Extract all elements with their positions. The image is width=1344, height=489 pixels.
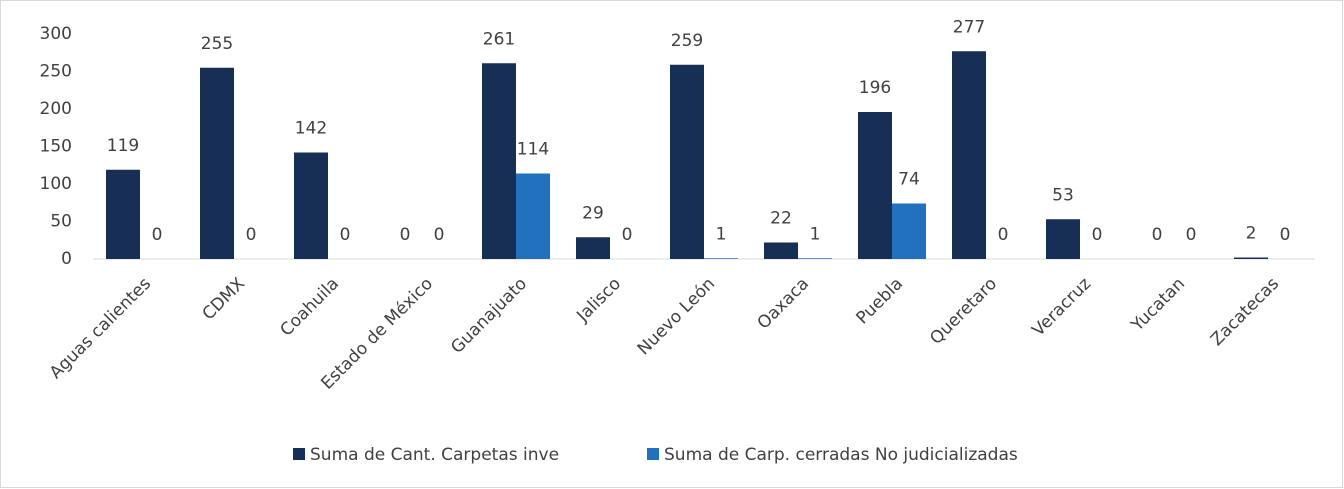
data-label: 0 — [152, 225, 163, 245]
bar — [858, 112, 892, 259]
bar — [952, 51, 986, 259]
data-label: 0 — [434, 225, 445, 245]
y-tick-label: 100 — [40, 174, 72, 194]
y-tick-label: 0 — [61, 249, 72, 269]
data-label: 261 — [483, 29, 515, 49]
y-tick-label: 250 — [40, 62, 72, 82]
bar — [892, 203, 926, 259]
data-label: 74 — [898, 170, 920, 190]
bar — [482, 63, 516, 259]
bar — [670, 64, 704, 259]
data-label: 0 — [400, 225, 411, 245]
data-label: 1 — [810, 224, 821, 244]
data-label: 2 — [1246, 224, 1257, 244]
bar — [764, 242, 798, 259]
data-label: 0 — [1280, 225, 1291, 245]
data-label: 0 — [622, 225, 633, 245]
data-label: 1 — [716, 224, 727, 244]
bar — [106, 169, 140, 259]
data-label: 0 — [1092, 225, 1103, 245]
data-label: 255 — [201, 34, 233, 54]
y-tick-label: 50 — [50, 212, 72, 232]
bar — [704, 258, 738, 259]
data-label: 22 — [770, 209, 792, 229]
legend-label: Suma de Carp. cerradas No judicializadas — [664, 445, 1018, 465]
y-tick-label: 300 — [40, 24, 72, 44]
bar — [576, 237, 610, 259]
y-tick-label: 150 — [40, 137, 72, 157]
data-label: 259 — [671, 31, 703, 51]
legend-swatch — [293, 448, 305, 460]
data-label: 277 — [953, 17, 985, 37]
legend-swatch — [647, 448, 659, 460]
bar — [798, 258, 832, 259]
data-label: 0 — [1186, 225, 1197, 245]
data-label: 114 — [517, 140, 549, 160]
legend-label: Suma de Cant. Carpetas inve — [310, 445, 559, 465]
data-label: 142 — [295, 119, 327, 139]
bar — [1046, 219, 1080, 259]
data-label: 196 — [859, 78, 891, 98]
data-label: 0 — [1152, 225, 1163, 245]
bar — [200, 67, 234, 259]
data-label: 29 — [582, 203, 604, 223]
data-label: 0 — [246, 225, 257, 245]
data-label: 0 — [998, 225, 1009, 245]
bar — [294, 152, 328, 259]
data-label: 0 — [340, 225, 351, 245]
bar — [1234, 257, 1268, 259]
bar — [516, 173, 550, 259]
data-label: 119 — [107, 136, 139, 156]
y-tick-label: 200 — [40, 99, 72, 119]
data-label: 53 — [1052, 185, 1074, 205]
